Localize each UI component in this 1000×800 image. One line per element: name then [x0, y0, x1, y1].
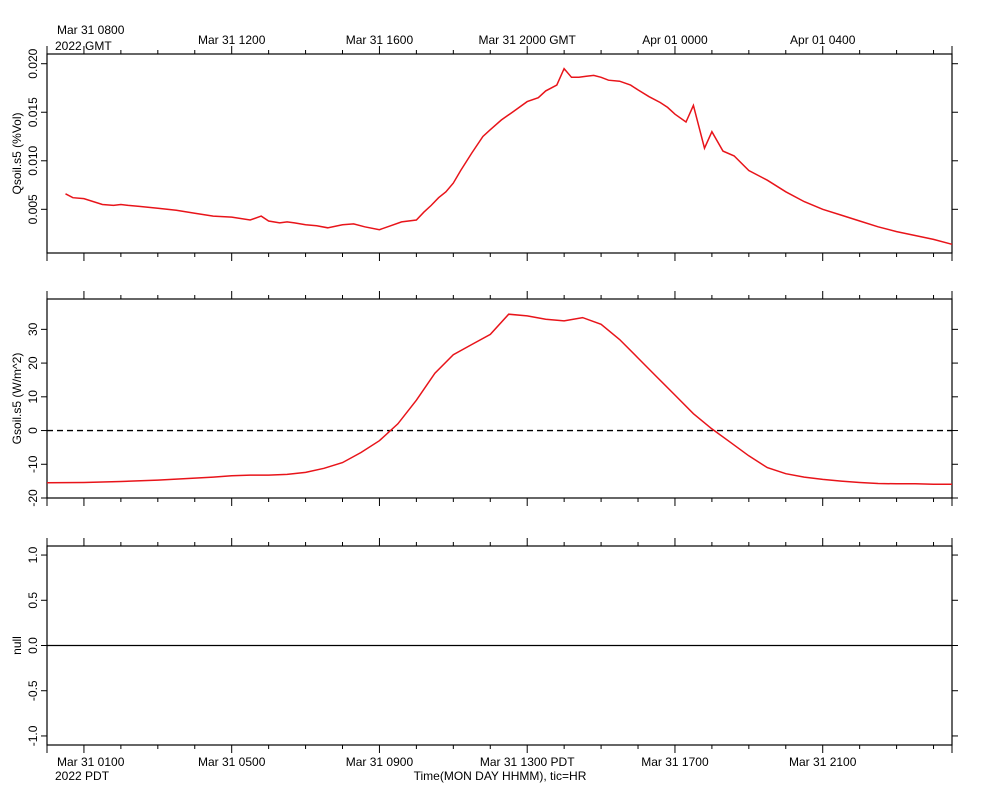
pdt-tick-label: Mar 31 0500 [198, 755, 266, 769]
pdt-time-labels: Mar 31 0100 Mar 31 0500 Mar 31 0900 Mar 31 … [57, 755, 857, 769]
gmt-time-labels: Mar 31 0800 Mar 31 1200 Mar 31 1600 Mar 31 … [57, 23, 856, 47]
series-line-1 [65, 67, 953, 246]
panel-1: 0.005 0.010 0.015 0.020 Qsoil.s5 (%Vol) [10, 46, 958, 261]
series-line-1 [46, 313, 952, 485]
pdt-tick-label: Mar 31 1300 PDT [480, 755, 575, 769]
y-tick-label: -0.5 [26, 680, 40, 701]
y-axis-title: Qsoil.s5 (%Vol) [10, 112, 24, 194]
y-tick-label: 0.5 [26, 592, 40, 609]
y-tick-label: 0.015 [26, 97, 40, 127]
pdt-year-label: 2022 PDT [55, 769, 110, 783]
y-tick-label: 30 [26, 322, 40, 336]
gmt-year-label: 2022 GMT [55, 39, 112, 53]
pdt-tick-label: Mar 31 0100 [57, 755, 125, 769]
gmt-tick-label: Mar 31 1200 [198, 33, 266, 47]
panel-2: -20 -10 0 10 20 30 Gsoil.s5 (W/m^2) [10, 291, 958, 507]
y-tick-label: 0 [26, 427, 40, 434]
panel-frame [46, 298, 953, 499]
y-axis-title: Gsoil.s5 (W/m^2) [10, 353, 24, 445]
panel-3: -1.0 -0.5 0.0 0.5 1.0 null [10, 538, 958, 753]
pdt-tick-label: Mar 31 0900 [346, 755, 414, 769]
y-tick-label: 0.005 [26, 194, 40, 224]
y-tick-label: -20 [26, 489, 40, 507]
y-tick-label: 10 [26, 390, 40, 404]
gmt-tick-label: Apr 01 0000 [642, 33, 708, 47]
x-axis-title: Time(MON DAY HHMM), tic=HR [414, 769, 587, 783]
y-tick-label: 1.0 [26, 546, 40, 563]
y-tick-label: -1.0 [26, 725, 40, 746]
gmt-tick-label: Apr 01 0400 [790, 33, 856, 47]
gmt-tick-label: Mar 31 2000 GMT [479, 33, 577, 47]
pdt-tick-label: Mar 31 2100 [789, 755, 857, 769]
gmt-tick-label: Mar 31 1600 [346, 33, 414, 47]
y-tick-label: 0.010 [26, 145, 40, 175]
y-tick-label: 0.020 [26, 48, 40, 78]
y-tick-label: 0.0 [26, 637, 40, 654]
panel-frame [46, 53, 953, 254]
y-tick-label: 20 [26, 356, 40, 370]
pdt-tick-label: Mar 31 1700 [641, 755, 709, 769]
gmt-tick-label: Mar 31 0800 [57, 23, 125, 37]
y-axis-title: null [10, 636, 24, 655]
y-tick-label: -10 [26, 455, 40, 473]
